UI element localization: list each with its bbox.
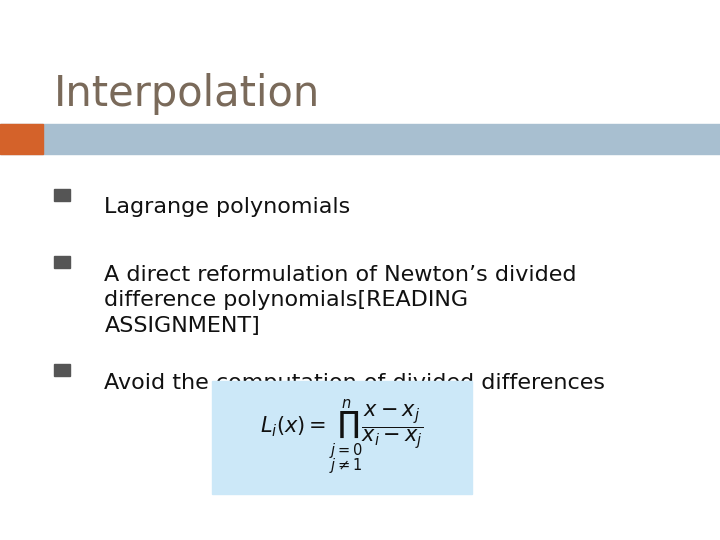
Bar bbox=[54, 364, 70, 376]
Text: Lagrange polynomials: Lagrange polynomials bbox=[104, 197, 351, 217]
Text: Avoid the computation of divided differences: Avoid the computation of divided differe… bbox=[104, 373, 606, 393]
Bar bbox=[0, 124, 43, 154]
Text: $L_i(x) = \prod_{\substack{j=0 \\ j \neq 1}}^{n} \dfrac{x - x_j}{x_i - x_j}$: $L_i(x) = \prod_{\substack{j=0 \\ j \neq… bbox=[260, 397, 424, 477]
Text: A direct reformulation of Newton’s divided
difference polynomials[READING
ASSIGN: A direct reformulation of Newton’s divid… bbox=[104, 265, 577, 336]
Text: Interpolation: Interpolation bbox=[54, 73, 320, 115]
Bar bbox=[0, 124, 720, 154]
Bar bbox=[54, 256, 70, 268]
Bar bbox=[54, 189, 70, 201]
Bar bbox=[212, 381, 472, 494]
